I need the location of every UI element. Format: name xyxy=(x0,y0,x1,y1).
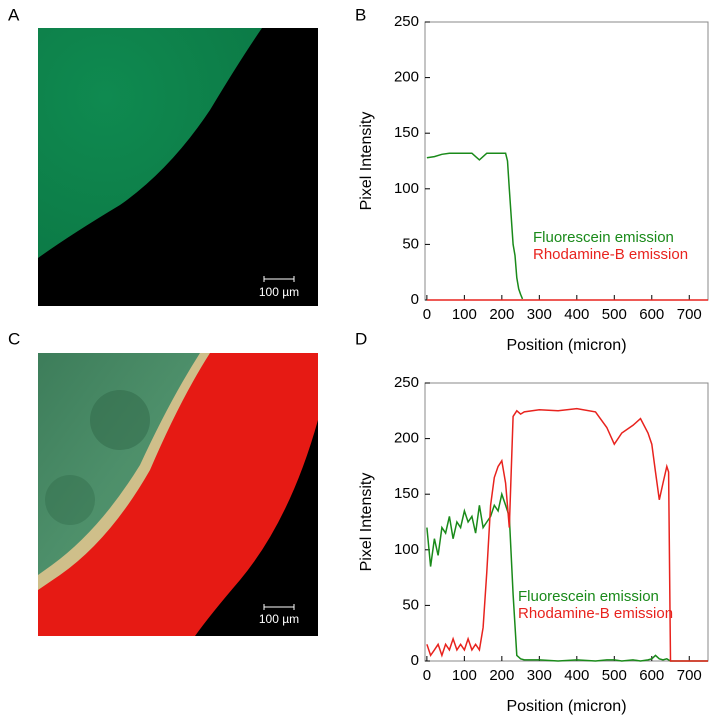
y-tick-label: 100 xyxy=(394,541,419,558)
x-tick-label: 200 xyxy=(489,306,514,323)
y-tick-label: 250 xyxy=(394,374,419,391)
x-tick-label: 100 xyxy=(452,306,477,323)
panel-label: A xyxy=(8,5,20,24)
image-c xyxy=(38,353,318,636)
x-tick-label: 500 xyxy=(602,306,627,323)
x-tick-label: 500 xyxy=(602,667,627,684)
legend-entry: Fluorescein emission xyxy=(533,229,674,246)
series-line xyxy=(426,152,524,300)
y-tick-label: 150 xyxy=(394,485,419,502)
x-axis-label: Position (micron) xyxy=(506,698,626,715)
x-tick-label: 300 xyxy=(527,667,552,684)
panel-label: B xyxy=(355,5,366,24)
image-a xyxy=(38,28,318,306)
x-tick-label: 0 xyxy=(423,306,431,323)
y-axis-label: Pixel Intensity xyxy=(358,473,375,572)
x-tick-label: 700 xyxy=(677,667,702,684)
legend-entry: Rhodamine-B emission xyxy=(533,246,688,263)
y-tick-label: 0 xyxy=(411,291,419,308)
legend-entry: Fluorescein emission xyxy=(518,588,659,605)
scale-bar-label: 100 µm xyxy=(259,612,299,626)
y-axis-label: Pixel Intensity xyxy=(358,112,375,211)
legend-entry: Rhodamine-B emission xyxy=(518,605,673,622)
y-tick-label: 0 xyxy=(411,652,419,669)
y-tick-label: 50 xyxy=(402,596,419,613)
scale-bar-label: 100 µm xyxy=(259,285,299,299)
x-tick-label: 0 xyxy=(423,667,431,684)
x-tick-label: 100 xyxy=(452,667,477,684)
x-tick-label: 400 xyxy=(564,306,589,323)
x-tick-label: 700 xyxy=(677,306,702,323)
x-tick-label: 600 xyxy=(639,306,664,323)
y-tick-label: 200 xyxy=(394,69,419,86)
y-tick-label: 250 xyxy=(394,13,419,30)
series-line xyxy=(426,407,708,662)
x-tick-label: 600 xyxy=(639,667,664,684)
y-tick-label: 50 xyxy=(402,235,419,252)
x-tick-label: 200 xyxy=(489,667,514,684)
panel-label: D xyxy=(355,329,367,348)
y-tick-label: 150 xyxy=(394,124,419,141)
y-tick-label: 100 xyxy=(394,180,419,197)
series-line xyxy=(426,491,708,662)
x-tick-label: 400 xyxy=(564,667,589,684)
panel-label: C xyxy=(8,329,20,348)
y-tick-label: 200 xyxy=(394,430,419,447)
x-tick-label: 300 xyxy=(527,306,552,323)
x-axis-label: Position (micron) xyxy=(506,337,626,354)
